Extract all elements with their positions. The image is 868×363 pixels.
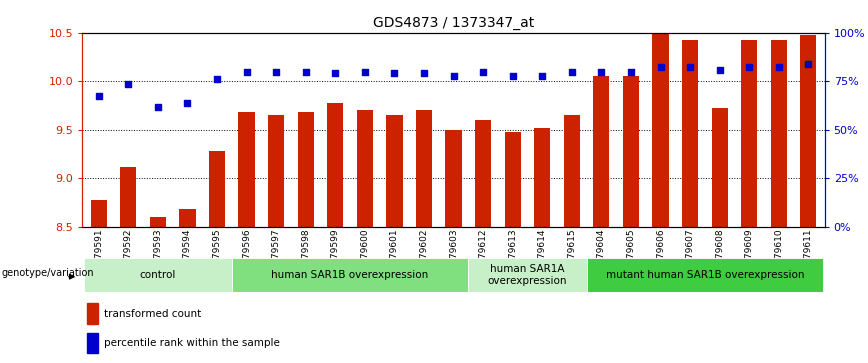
Bar bbox=[90, 200, 107, 227]
Bar bbox=[327, 103, 344, 227]
Point bbox=[772, 64, 786, 70]
Bar bbox=[84, 258, 232, 292]
Bar bbox=[298, 112, 314, 227]
Point bbox=[536, 73, 549, 79]
Bar bbox=[87, 333, 97, 354]
Point bbox=[654, 64, 667, 70]
Bar bbox=[149, 217, 166, 227]
Bar bbox=[475, 120, 491, 227]
Bar bbox=[232, 258, 469, 292]
Point bbox=[683, 64, 697, 70]
Bar bbox=[623, 76, 639, 227]
Text: transformed count: transformed count bbox=[104, 309, 201, 319]
Text: mutant human SAR1B overexpression: mutant human SAR1B overexpression bbox=[606, 270, 804, 280]
Bar bbox=[593, 76, 609, 227]
Point bbox=[477, 69, 490, 74]
Point bbox=[713, 67, 727, 73]
Bar bbox=[682, 40, 698, 227]
Bar bbox=[120, 167, 136, 227]
Point bbox=[624, 69, 638, 74]
Bar bbox=[504, 132, 521, 227]
Point bbox=[742, 64, 756, 70]
Bar bbox=[469, 258, 587, 292]
Point bbox=[269, 69, 283, 74]
Point bbox=[595, 69, 608, 74]
Bar bbox=[771, 40, 787, 227]
Bar bbox=[209, 151, 225, 227]
Bar bbox=[386, 115, 403, 227]
Bar bbox=[534, 128, 550, 227]
Point bbox=[565, 69, 579, 74]
Bar bbox=[239, 112, 254, 227]
Point bbox=[92, 93, 106, 99]
Point bbox=[446, 73, 460, 79]
Bar bbox=[653, 33, 668, 227]
Point bbox=[387, 70, 401, 76]
Bar bbox=[587, 258, 823, 292]
Bar bbox=[563, 115, 580, 227]
Point bbox=[417, 70, 431, 76]
Point bbox=[240, 69, 253, 74]
Text: human SAR1B overexpression: human SAR1B overexpression bbox=[272, 270, 429, 280]
Point bbox=[181, 100, 194, 106]
Text: genotype/variation: genotype/variation bbox=[2, 268, 95, 278]
Point bbox=[122, 81, 135, 87]
Point bbox=[506, 73, 520, 79]
Point bbox=[801, 61, 815, 67]
Bar bbox=[741, 40, 758, 227]
Point bbox=[151, 105, 165, 110]
Bar bbox=[800, 34, 817, 227]
Bar bbox=[357, 110, 373, 227]
Bar bbox=[712, 109, 727, 227]
Title: GDS4873 / 1373347_at: GDS4873 / 1373347_at bbox=[373, 16, 534, 30]
Bar bbox=[445, 130, 462, 227]
Text: human SAR1A
overexpression: human SAR1A overexpression bbox=[488, 264, 567, 286]
Bar bbox=[268, 115, 284, 227]
Point bbox=[299, 69, 312, 74]
Bar bbox=[87, 303, 97, 325]
Bar bbox=[416, 110, 432, 227]
Point bbox=[328, 70, 342, 76]
Text: percentile rank within the sample: percentile rank within the sample bbox=[104, 338, 280, 348]
Text: control: control bbox=[140, 270, 176, 280]
Point bbox=[210, 76, 224, 82]
Point bbox=[358, 69, 372, 74]
Bar bbox=[180, 209, 195, 227]
